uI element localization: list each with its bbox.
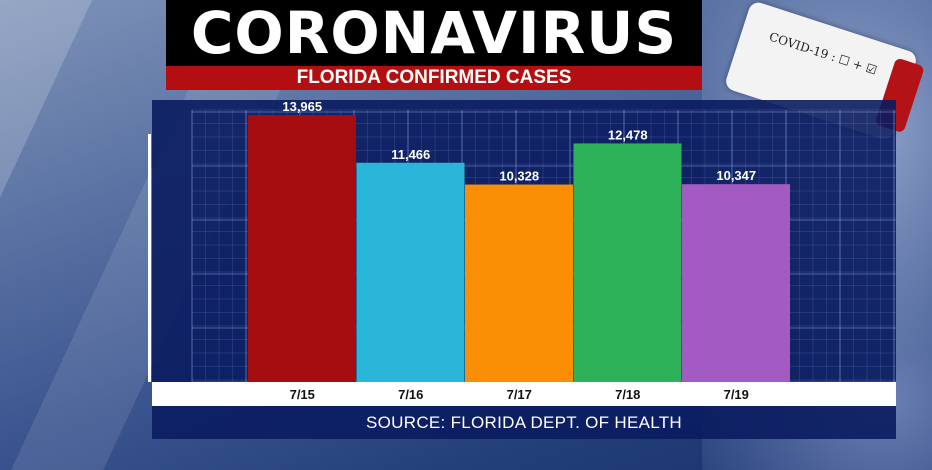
bar-value-label: 11,466 bbox=[391, 147, 430, 162]
page-title: CORONAVIRUS bbox=[190, 0, 678, 67]
category-label: 7/18 bbox=[615, 387, 640, 402]
bar bbox=[682, 184, 790, 382]
category-label: 7/17 bbox=[507, 387, 532, 402]
bar-value-label: 10,328 bbox=[499, 169, 539, 184]
bar bbox=[465, 184, 573, 382]
category-axis-strip bbox=[152, 382, 896, 406]
accent-line bbox=[148, 134, 151, 382]
bar-value-label: 13,965 bbox=[282, 99, 322, 114]
bar bbox=[248, 115, 356, 382]
category-label: 7/16 bbox=[398, 387, 423, 402]
page-subtitle: FLORIDA CONFIRMED CASES bbox=[296, 67, 572, 88]
category-label: 7/15 bbox=[290, 387, 315, 402]
bar bbox=[573, 143, 682, 382]
bar-value-label: 10,347 bbox=[716, 168, 756, 183]
subtitle-banner: FLORIDA CONFIRMED CASES bbox=[166, 66, 702, 90]
bar-value-label: 12,478 bbox=[608, 127, 648, 142]
category-label: 7/19 bbox=[724, 387, 749, 402]
source-caption: SOURCE: FLORIDA DEPT. OF HEALTH bbox=[366, 413, 682, 432]
bar bbox=[356, 162, 465, 382]
title-banner: CORONAVIRUS bbox=[166, 0, 702, 67]
